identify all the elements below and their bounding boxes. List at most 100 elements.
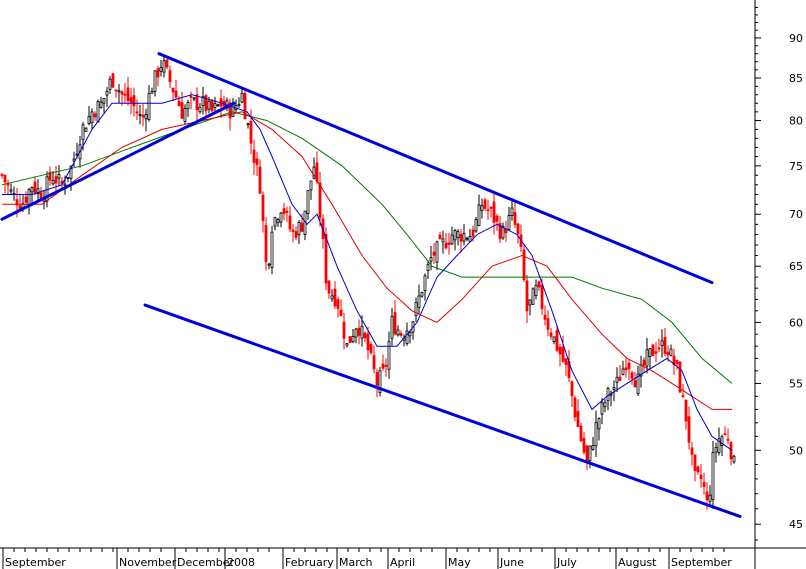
candle (90, 108, 94, 129)
candle (648, 348, 652, 369)
candle (393, 300, 397, 336)
candle (84, 127, 88, 132)
candle-body (114, 89, 118, 92)
candle-body (627, 362, 631, 370)
candle (318, 171, 322, 227)
candle (141, 104, 145, 127)
candle-body (96, 101, 100, 123)
candle-body (333, 288, 337, 307)
candle (423, 273, 427, 301)
candle-body (387, 341, 391, 370)
candle-body (360, 325, 364, 339)
candle-body (9, 189, 13, 192)
candle-body (216, 104, 220, 107)
candle-body (204, 95, 208, 112)
candle (450, 226, 454, 246)
candle (621, 360, 625, 376)
candle-body (456, 231, 460, 238)
candle (150, 87, 154, 94)
candle (474, 216, 478, 233)
x-month-label: May (448, 556, 471, 569)
candle (696, 465, 700, 475)
candle-body (354, 328, 358, 338)
candle-body (126, 87, 130, 101)
candle (252, 139, 256, 176)
candle-body (558, 346, 562, 355)
candle-body (165, 59, 169, 68)
candle-body (669, 348, 673, 356)
candle (654, 342, 658, 363)
candle (36, 179, 40, 202)
candle-body (252, 149, 256, 163)
candle (9, 183, 13, 195)
candle-body (483, 199, 487, 209)
candle (342, 312, 346, 350)
candle (123, 82, 127, 104)
candle-body (15, 199, 19, 206)
candle-body (384, 364, 388, 367)
candle-body (549, 332, 553, 337)
candle-body (363, 332, 367, 339)
candle (117, 83, 121, 104)
candle-body (93, 113, 97, 118)
candle-body (300, 222, 304, 232)
candle-body (597, 418, 601, 430)
candle-body (564, 358, 568, 366)
candle-body (615, 376, 619, 383)
candle-body (708, 494, 712, 502)
candle-body (444, 242, 448, 249)
candle-body (105, 90, 109, 96)
candle-body (279, 212, 283, 223)
candle-body (306, 190, 310, 214)
candle (261, 191, 265, 233)
ma-short-line (2, 94, 733, 451)
candle-body (0, 174, 4, 176)
candle-body (87, 116, 91, 124)
candle-body (624, 367, 628, 370)
candle (480, 198, 484, 219)
candle (729, 440, 733, 466)
candle (306, 190, 310, 220)
candle-body (399, 333, 403, 336)
candle (444, 232, 448, 250)
candle (678, 360, 682, 393)
candle-body (294, 231, 298, 238)
candle (636, 365, 640, 396)
candle (408, 331, 412, 344)
candle (510, 198, 514, 221)
candle-body (285, 210, 289, 213)
candle-body (450, 234, 454, 245)
candle (711, 440, 715, 510)
candle (492, 194, 496, 235)
candle (297, 219, 301, 244)
trend-channel-lines (0, 52, 742, 518)
candle-body (33, 181, 37, 193)
candle-body (636, 373, 640, 394)
candle (714, 442, 718, 463)
y-tick-label: 45 (789, 518, 803, 531)
candle (558, 343, 562, 367)
candle (576, 399, 580, 428)
candle-body (57, 174, 61, 179)
candle-body (246, 123, 250, 126)
candle-body (702, 482, 706, 487)
candle (396, 325, 400, 337)
candle (528, 299, 532, 316)
candle (105, 87, 109, 108)
candle-body (573, 397, 577, 418)
candle-body (177, 100, 181, 107)
ma-mid-line (2, 111, 732, 410)
candle-body (510, 207, 514, 216)
candle-body (528, 299, 532, 306)
candle-body (492, 201, 496, 223)
candle (348, 336, 352, 343)
candle-body (705, 491, 709, 501)
candle (195, 87, 199, 122)
candle-body (138, 113, 142, 116)
candle-body (495, 215, 499, 222)
x-month-label: June (499, 556, 524, 569)
x-month-label: December (177, 556, 235, 569)
candle (657, 338, 661, 353)
candle-body (3, 174, 7, 183)
candle-body (555, 330, 559, 351)
